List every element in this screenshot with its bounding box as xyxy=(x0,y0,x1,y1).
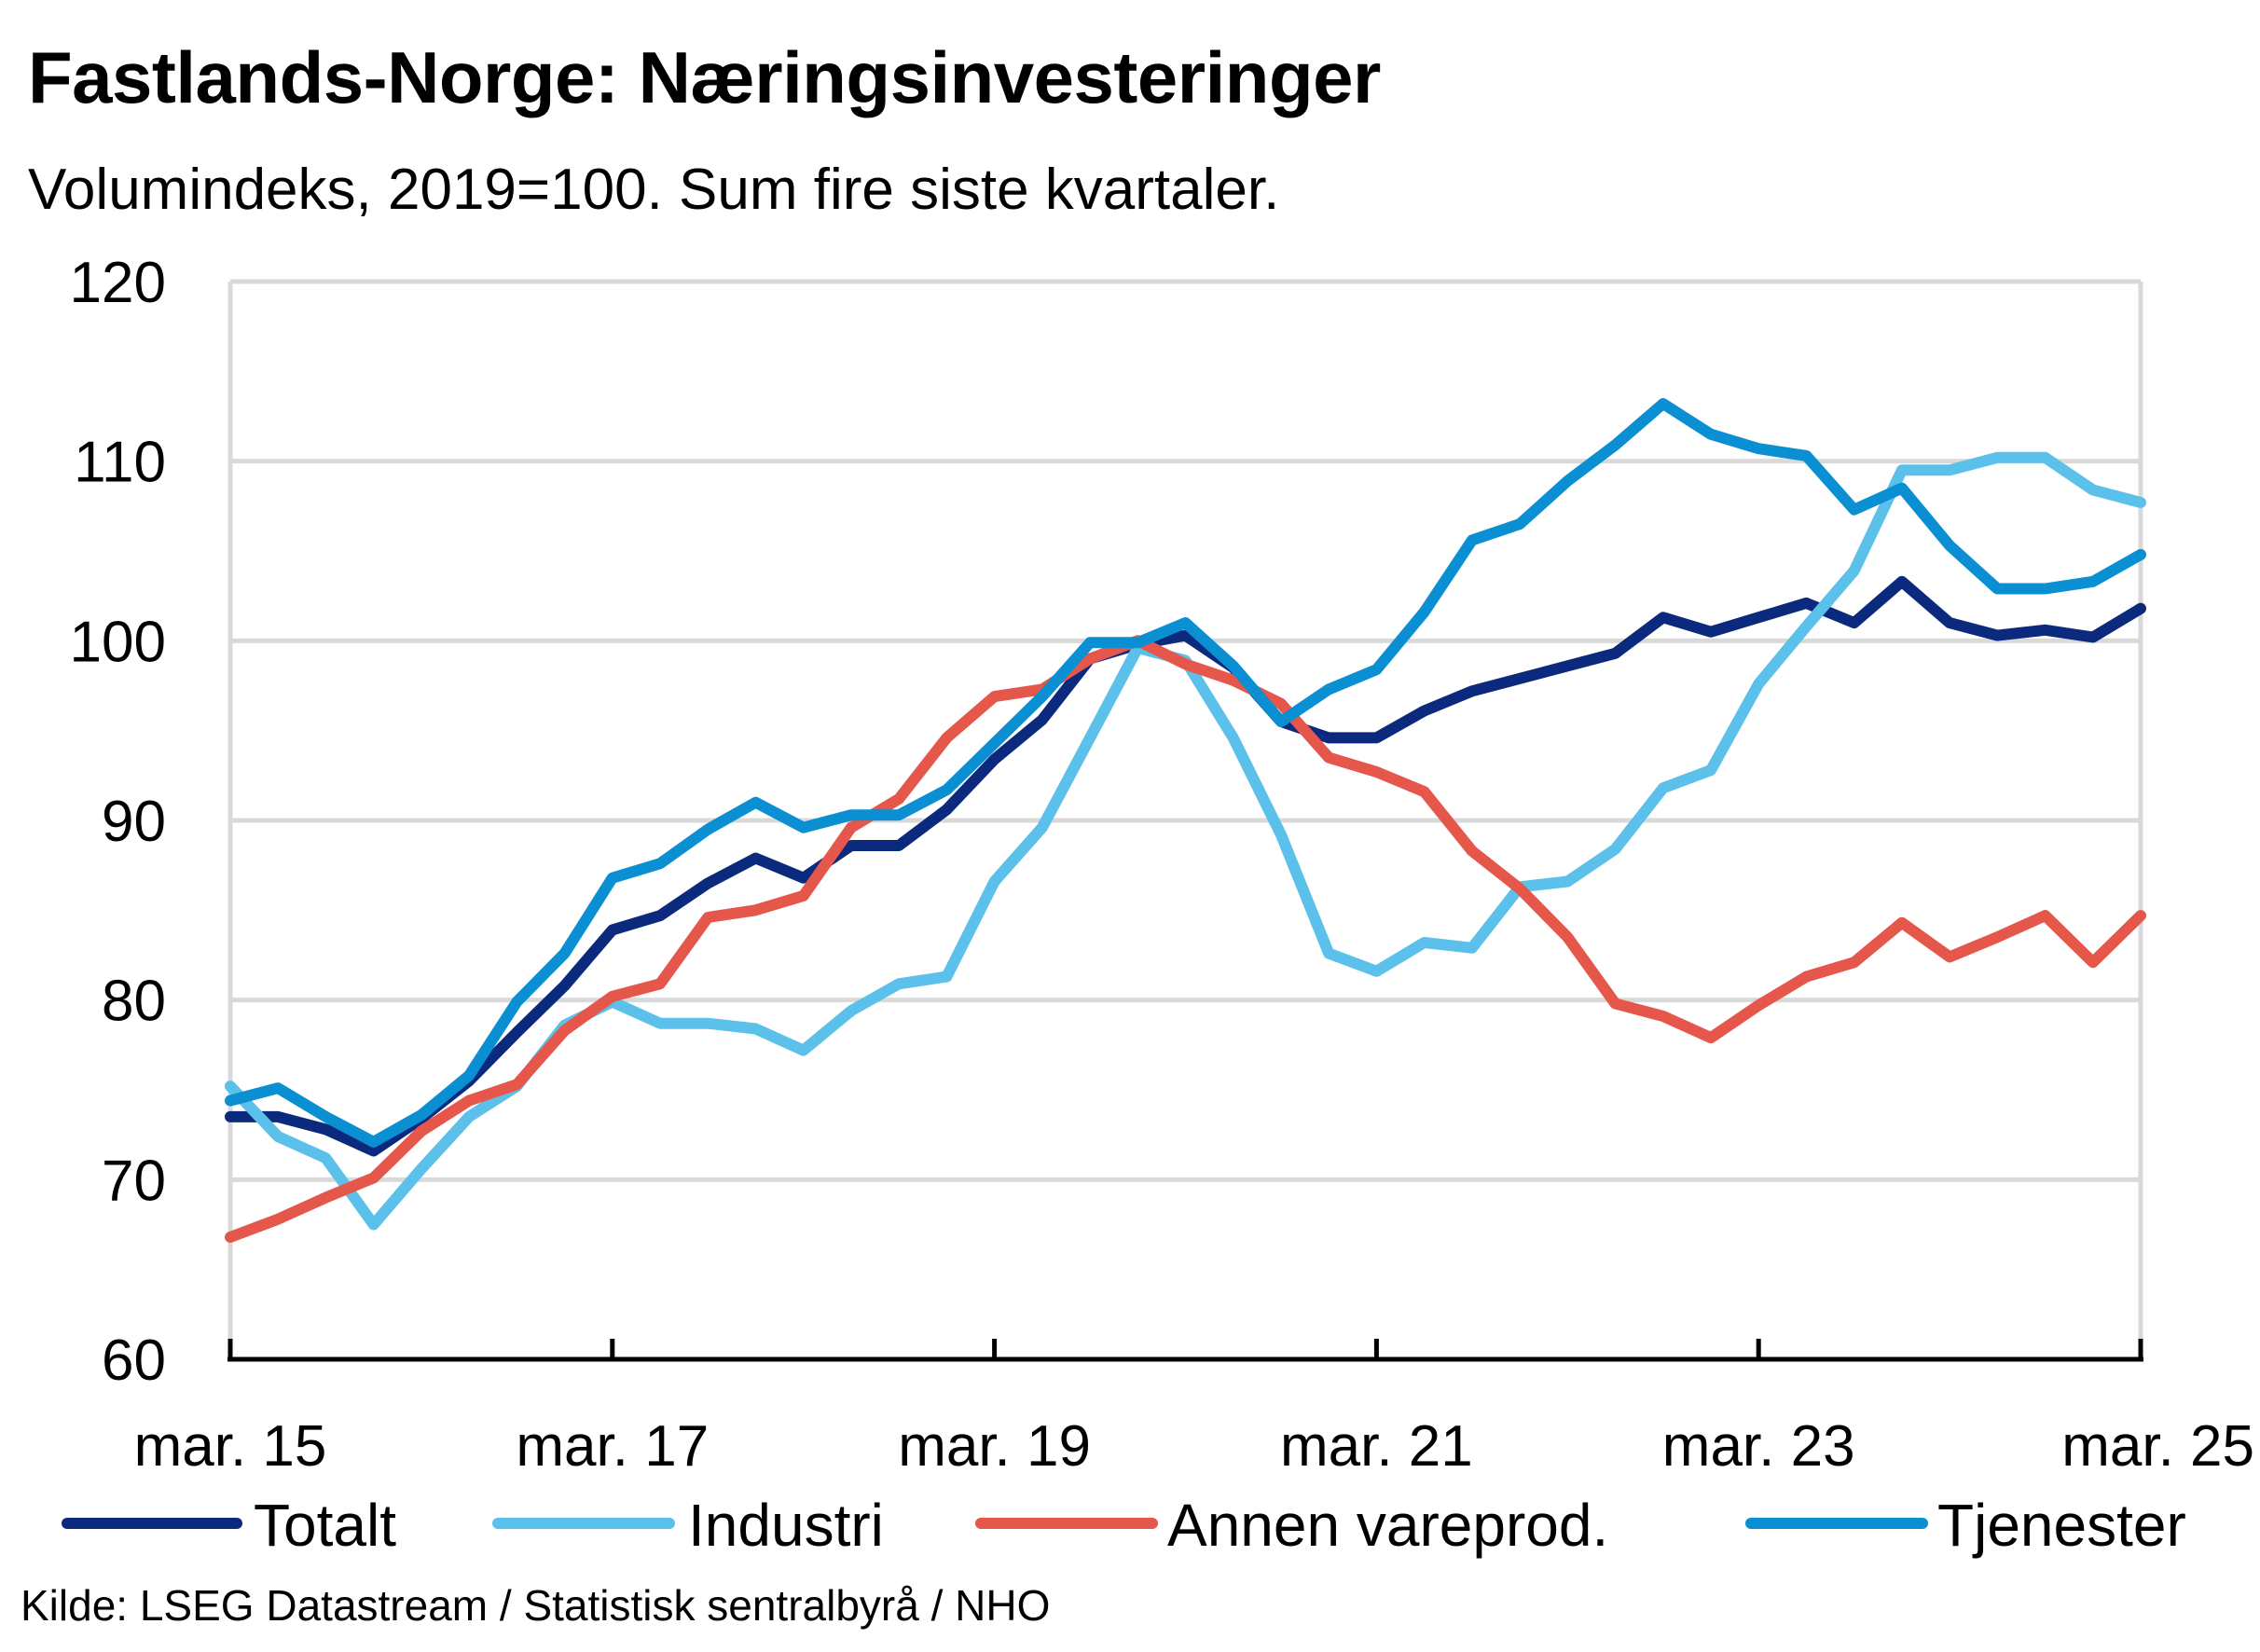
legend-label-2: Annen vareprod. xyxy=(1167,1492,1608,1559)
x-tick-label: mar. 15 xyxy=(134,1414,327,1479)
y-tick-label: 120 xyxy=(70,251,166,315)
gridlines xyxy=(230,279,2143,1359)
y-tick-label: 100 xyxy=(70,610,166,674)
x-tick-label: mar. 17 xyxy=(516,1414,709,1479)
legend-label-1: Industri xyxy=(688,1492,884,1559)
legend-label-3: Tjenester xyxy=(1937,1492,2186,1559)
legend: Totalt Industri Annen vareprod. Tjenester xyxy=(62,1492,2186,1559)
x-tick-label: mar. 25 xyxy=(2061,1414,2254,1479)
series-line-3 xyxy=(225,398,2146,1148)
legend-label-0: Totalt xyxy=(254,1492,396,1559)
y-tick-label: 70 xyxy=(102,1149,166,1213)
y-tick-label: 110 xyxy=(74,431,166,495)
series-line-2 xyxy=(225,635,2146,1243)
series-line-1 xyxy=(225,451,2146,1231)
series-lines xyxy=(225,398,2146,1243)
source-note: Kilde: LSEG Datastream / Statistisk sent… xyxy=(21,1581,1051,1630)
axes: 60 70 80 90 100 110 120 mar. 15 mar. 17 mar. 19 ma… xyxy=(70,251,2254,1479)
y-tick-label: 60 xyxy=(102,1328,166,1393)
y-tick-label: 90 xyxy=(102,790,166,854)
x-tick-label: mar. 19 xyxy=(898,1414,1091,1479)
chart-title: Fastlands-Norge: Næringsinvesteringer xyxy=(28,36,1381,118)
x-tick-label: mar. 21 xyxy=(1280,1414,1473,1479)
x-tick-label: mar. 23 xyxy=(1662,1414,1855,1479)
chart-subtitle: Volumindeks, 2019=100. Sum fire siste kv… xyxy=(28,158,1280,222)
y-tick-label: 80 xyxy=(102,970,166,1034)
